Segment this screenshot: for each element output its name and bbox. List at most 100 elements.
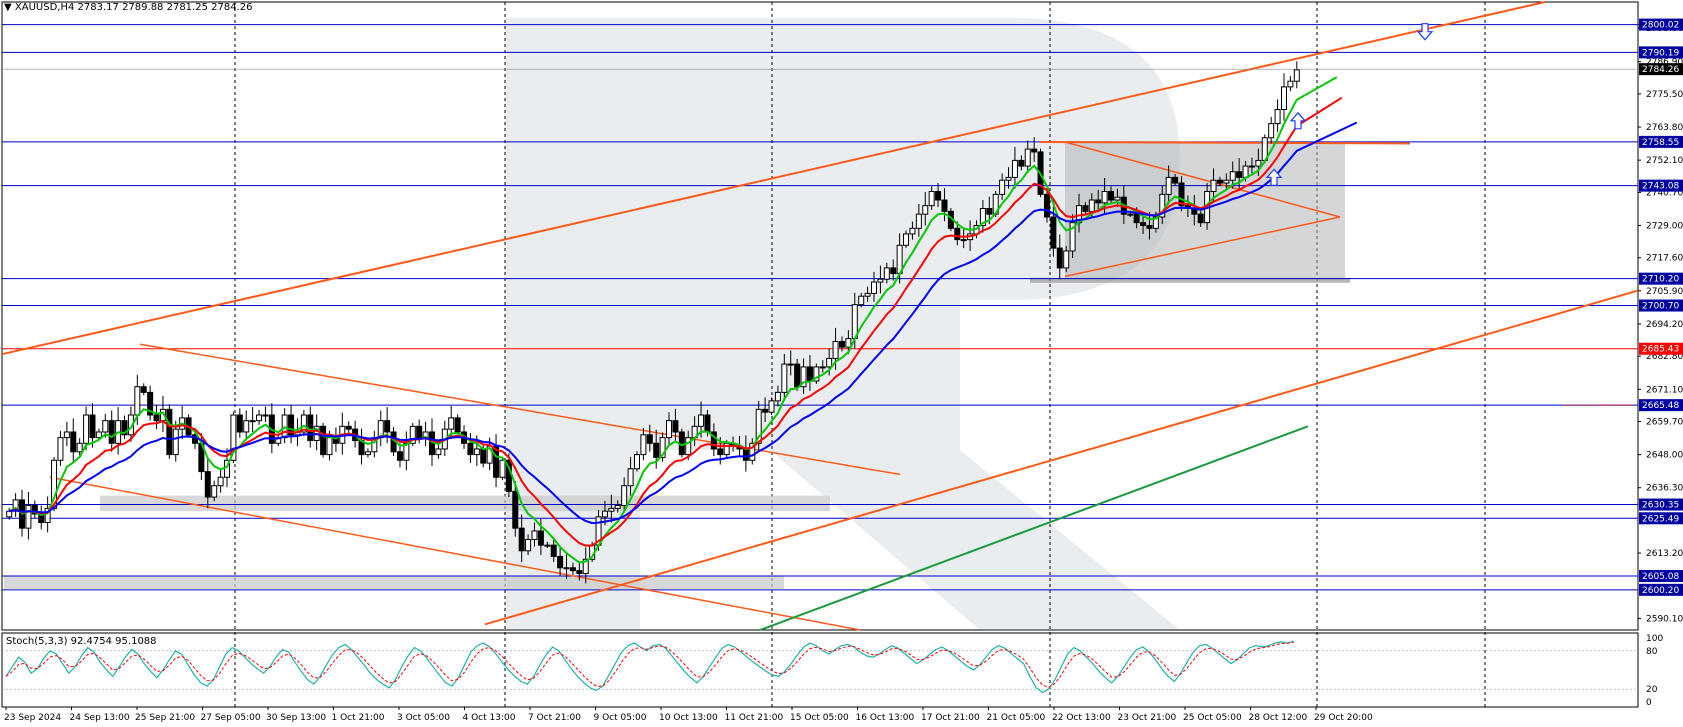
candle-body [63, 431, 70, 439]
candle [57, 430, 64, 466]
candle-body [486, 445, 493, 464]
candle-body [979, 208, 986, 226]
candle-body [1255, 159, 1262, 167]
candle [166, 404, 173, 459]
price-level-tag-bg [1639, 399, 1683, 412]
up-arrow-icon [1289, 111, 1307, 130]
candle [1165, 165, 1172, 205]
candle-body [1108, 191, 1115, 201]
candle [345, 421, 352, 434]
candle-body [83, 414, 90, 444]
candle-body [666, 420, 673, 439]
arrow-shape [1416, 23, 1434, 41]
candle-body [864, 292, 871, 297]
time-axis-label: 30 Sep 13:00 [266, 713, 326, 723]
candle-body [384, 420, 391, 433]
candle [83, 406, 90, 451]
candle [204, 458, 211, 509]
candle-body [1018, 159, 1025, 167]
candle-body [883, 267, 890, 280]
candle [864, 286, 871, 302]
candle [262, 406, 269, 423]
price-level-tag-text: 2743.08 [1642, 182, 1679, 192]
candle-body [871, 281, 878, 294]
candle-body [646, 434, 653, 444]
candle [211, 480, 218, 502]
time-axis-label: 28 Oct 12:00 [1249, 713, 1308, 723]
candle-body [685, 437, 692, 456]
candle [909, 221, 916, 240]
candle [627, 456, 634, 496]
descending-channel-lower [49, 476, 861, 631]
candle [922, 192, 929, 226]
candle [928, 186, 935, 210]
price-axis-label: 2786.90 [1646, 58, 1683, 68]
time-axis-label: 22 Oct 13:00 [1052, 713, 1111, 723]
candle-body [845, 338, 852, 348]
candle-body [954, 227, 961, 241]
candle [813, 363, 820, 384]
candle [512, 481, 519, 537]
candle-body [243, 420, 250, 433]
price-axis-label: 2659.70 [1646, 418, 1683, 428]
candle-body [813, 366, 820, 382]
candle [1082, 202, 1089, 215]
time-axis-label: 27 Sep 05:00 [201, 713, 261, 723]
candle-body [627, 468, 634, 487]
candle [1159, 185, 1166, 225]
candle-body [454, 417, 461, 433]
dropdown-triangle-icon[interactable]: ▼ [4, 2, 12, 13]
candle [544, 541, 551, 548]
time-axis-label: 4 Oct 13:00 [463, 713, 516, 723]
candle-body [1229, 171, 1236, 181]
ma-fast-line [8, 76, 1338, 564]
candle-body [909, 227, 916, 235]
candle-body [531, 530, 538, 540]
candle [794, 358, 801, 391]
price-axis-label: 2775.50 [1646, 90, 1683, 100]
down-arrow-icon [1416, 23, 1434, 41]
candle [1063, 245, 1070, 273]
candle-body [44, 507, 51, 524]
candle [256, 409, 263, 425]
price-level-tag: 2685.43 [1639, 342, 1683, 355]
candle-body [806, 366, 813, 382]
candle-body [204, 471, 211, 498]
price-axis-label: 2682.80 [1646, 352, 1683, 362]
candle [153, 404, 160, 430]
candle [1197, 209, 1204, 227]
candle [25, 491, 32, 540]
candle-body [1216, 179, 1223, 184]
price-axis-label: 2740.70 [1646, 188, 1683, 198]
candle-body [25, 505, 32, 529]
candle-body [915, 213, 922, 229]
candle-body [230, 414, 237, 461]
candle-body [794, 363, 801, 388]
candle-body [326, 437, 333, 456]
price-level-tag-bg [1639, 46, 1683, 59]
time-axis-label: 15 Oct 05:00 [790, 713, 849, 723]
price-axis-label: 2671.10 [1646, 385, 1683, 395]
time-axis-label: 10 Oct 13:00 [659, 713, 718, 723]
candle [999, 173, 1006, 201]
candle-body [1133, 213, 1140, 224]
candle-body [1146, 224, 1153, 229]
candle-body [1178, 182, 1185, 207]
candle [954, 221, 961, 246]
time-axis-label: 23 Sep 2024 [4, 713, 61, 723]
candle [31, 500, 38, 519]
time-axis-label: 25 Sep 21:00 [135, 713, 195, 723]
candle-body [1011, 159, 1018, 178]
candle-body [999, 179, 1006, 195]
candle [1024, 140, 1031, 174]
candle [1287, 76, 1294, 92]
triangle-lower-edge [1064, 216, 1341, 278]
candle [563, 554, 570, 580]
ohlc-values: 2783.17 2789.88 2781.25 2784.26 [77, 2, 253, 13]
price-level-tag-bg [1639, 570, 1683, 583]
candle-body [1172, 176, 1179, 184]
price-axis-label: 2763.80 [1646, 123, 1683, 133]
price-level-tag: 2605.08 [1639, 570, 1683, 583]
candle-body [147, 391, 154, 416]
